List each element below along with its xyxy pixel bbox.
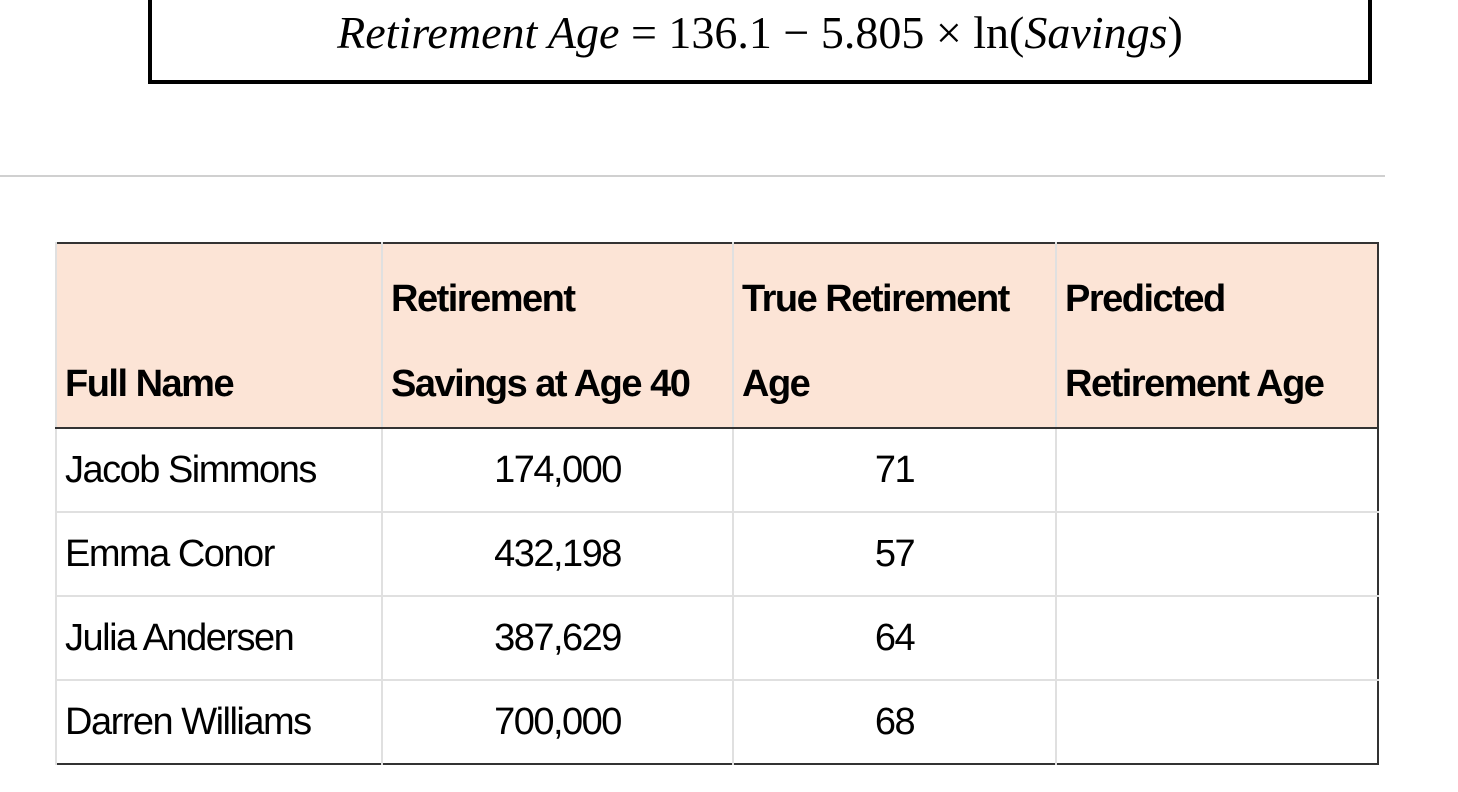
value-cell: 68 (732, 679, 1056, 764)
header-line: Age (742, 363, 811, 405)
name-cell: Emma Conor (55, 511, 382, 596)
table-row: Emma Conor 432,198 57 (55, 511, 1378, 596)
value-cell: 700,000 (381, 679, 733, 764)
empty-cell (1055, 427, 1378, 512)
header-line: True Retirement (742, 278, 1010, 320)
header-line: Savings at Age 40 (391, 363, 691, 405)
value-cell: 387,629 (381, 595, 733, 680)
header-line: Retirement (391, 278, 576, 320)
empty-cell (1055, 679, 1378, 764)
empty-cell (1055, 595, 1378, 680)
name-cell: Jacob Simmons (55, 427, 382, 512)
header-cell: Retirement Savings at Age 40 (381, 243, 733, 429)
table-row: Darren Williams 700,000 68 (55, 679, 1378, 764)
header-line: Full Name (65, 363, 235, 405)
formula-part: Retirement Age (337, 7, 620, 58)
header-cell: Predicted Retirement Age (1055, 243, 1378, 429)
data-table: Full Name Retirement Savings at Age 40 True… (55, 242, 1379, 765)
value-cell: 432,198 (381, 511, 733, 596)
empty-cell (1055, 511, 1378, 596)
name-cell: Darren Williams (55, 679, 382, 764)
formula-part: ) (1167, 7, 1183, 58)
value-cell: 71 (732, 427, 1056, 512)
value-cell: 57 (732, 511, 1056, 596)
name-cell: Julia Andersen (55, 595, 382, 680)
header-line: Retirement Age (1065, 363, 1325, 405)
header-line: Predicted (1065, 278, 1226, 320)
divider (0, 175, 1385, 177)
value-cell: 64 (732, 595, 1056, 680)
formula-part: Savings (1024, 7, 1168, 58)
formula-box: Retirement Age = 136.1 − 5.805 × ln(Savi… (148, 0, 1372, 84)
header-cell: Full Name (55, 243, 382, 429)
value-cell: 174,000 (381, 427, 733, 512)
table-row: Jacob Simmons 174,000 71 (55, 427, 1378, 512)
table-body: Jacob Simmons 174,000 71 Emma Conor 432,198 5… (55, 427, 1378, 764)
table-row: Julia Andersen 387,629 64 (55, 595, 1378, 680)
header-row: Full Name Retirement Savings at Age 40 True… (55, 243, 1378, 429)
formula-part: = 136.1 − 5.805 × ln( (619, 7, 1025, 58)
header-cell: True Retirement Age (732, 243, 1056, 429)
